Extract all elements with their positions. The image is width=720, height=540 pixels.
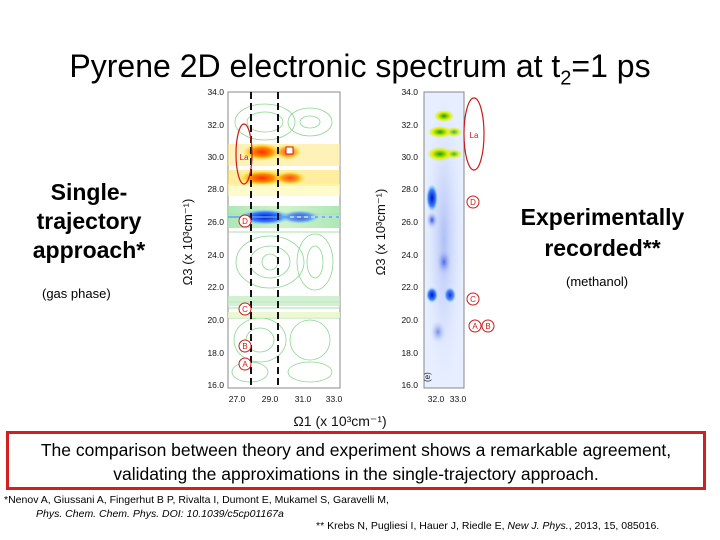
svg-text:29.0: 29.0 <box>262 394 279 404</box>
svg-text:28.0: 28.0 <box>401 184 418 194</box>
svg-text:34.0: 34.0 <box>401 87 418 97</box>
svg-text:33.0: 33.0 <box>326 394 343 404</box>
svg-text:28.0: 28.0 <box>207 184 224 194</box>
svg-text:18.0: 18.0 <box>401 348 418 358</box>
reference-1-line1: *Nenov A, Giussani A, Fingerhut B P, Riv… <box>4 494 389 506</box>
right-note: (methanol) <box>566 274 629 289</box>
left-la-ellipse <box>235 123 253 185</box>
svg-text:32.0: 32.0 <box>428 394 445 404</box>
svg-text:26.0: 26.0 <box>401 217 418 227</box>
left-spectrum-panel: La D C B A 34.0 32.0 30.0 28.0 26.0 24.0… <box>180 87 343 404</box>
conclusion-box: The comparison between theory and experi… <box>6 431 706 490</box>
reference-2: ** Krebs N, Pugliesi I, Hauer J, Riedle … <box>316 520 660 532</box>
left-marker-b: B <box>242 342 247 351</box>
left-label-line3: approach* <box>32 237 146 263</box>
right-label-line1: Experimentally <box>520 204 685 230</box>
reference-1-line2: Phys. Chem. Chem. Phys. DOI: 10.1039/c5c… <box>36 508 284 520</box>
svg-text:22.0: 22.0 <box>207 282 224 292</box>
left-label-line2: trajectory <box>36 208 142 234</box>
left-markers <box>238 146 294 371</box>
left-label-line1: Single- <box>50 179 128 205</box>
right-marker-c: C <box>470 295 476 304</box>
right-y-ticks: 34.0 32.0 30.0 28.0 26.0 24.0 22.0 20.0 … <box>401 87 418 390</box>
svg-text:20.0: 20.0 <box>401 315 418 325</box>
slide-title: Pyrene 2D electronic spectrum at t2=1 ps <box>69 48 651 90</box>
right-label-line2: recorded** <box>544 235 661 261</box>
svg-text:27.0: 27.0 <box>229 394 246 404</box>
svg-text:34.0: 34.0 <box>207 87 224 97</box>
svg-text:32.0: 32.0 <box>207 120 224 130</box>
svg-text:30.0: 30.0 <box>401 152 418 162</box>
panel-tag: (e) <box>423 372 432 382</box>
right-la-ellipse <box>463 97 485 171</box>
right-marker-d: D <box>470 198 476 207</box>
svg-text:20.0: 20.0 <box>207 315 224 325</box>
right-marker-la: La <box>470 131 479 140</box>
right-marker-b: B <box>485 322 490 331</box>
svg-text:16.0: 16.0 <box>207 380 224 390</box>
spectrum-figure: La D C B A 34.0 32.0 30.0 28.0 26.0 24.0… <box>180 87 495 429</box>
right-x-ticks: 32.0 33.0 <box>428 394 467 404</box>
right-spectrum-panel: La D C A B 34.0 32.0 30.0 28.0 26.0 24.0… <box>373 87 495 404</box>
svg-text:24.0: 24.0 <box>207 250 224 260</box>
right-markers <box>466 195 495 333</box>
left-label: Single- trajectory approach* <box>14 178 164 265</box>
left-marker-a: A <box>242 360 248 369</box>
right-label: Experimentally recorded** <box>490 202 715 264</box>
left-marker-la: La <box>240 153 249 162</box>
svg-text:26.0: 26.0 <box>207 217 224 227</box>
right-marker-a: A <box>472 322 478 331</box>
left-marker-d: D <box>242 217 248 226</box>
svg-text:16.0: 16.0 <box>401 380 418 390</box>
svg-text:32.0: 32.0 <box>401 120 418 130</box>
svg-text:31.0: 31.0 <box>295 394 312 404</box>
svg-text:30.0: 30.0 <box>207 152 224 162</box>
left-marker-c: C <box>242 305 248 314</box>
right-y-axis-label: Ω3 (x 10³cm⁻¹) <box>373 189 388 276</box>
left-note: (gas phase) <box>42 286 111 301</box>
svg-text:24.0: 24.0 <box>401 250 418 260</box>
left-y-axis-label: Ω3 (x 10³cm⁻¹) <box>180 199 195 286</box>
left-y-ticks: 34.0 32.0 30.0 28.0 26.0 24.0 22.0 20.0 … <box>207 87 224 390</box>
svg-text:22.0: 22.0 <box>401 282 418 292</box>
svg-text:33.0: 33.0 <box>450 394 467 404</box>
x-axis-label: Ω1 (x 10³cm⁻¹) <box>293 413 386 429</box>
svg-text:18.0: 18.0 <box>207 348 224 358</box>
left-x-ticks: 27.0 29.0 31.0 33.0 <box>229 394 343 404</box>
